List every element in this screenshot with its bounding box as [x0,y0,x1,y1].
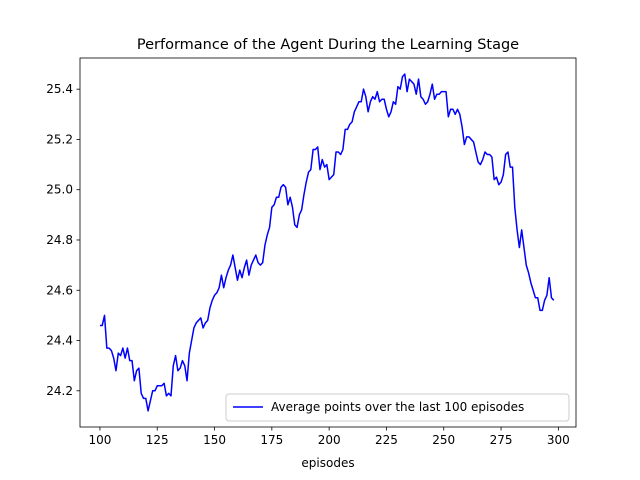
legend-box [225,393,570,422]
x-tick-label: 250 [432,433,455,447]
y-tick-label: 24.4 [46,334,73,348]
legend-label: Average points over the last 100 episode… [271,400,524,414]
x-tick-label: 125 [146,433,169,447]
y-tick-label: 25.2 [46,132,73,146]
series-layer [99,73,555,412]
series-line [99,73,555,412]
y-axis: 24.2 24.4 24.6 24.8 25.0 25.2 25.4 [46,82,80,398]
x-tick-label: 175 [260,433,283,447]
x-tick-label: 275 [490,433,513,447]
x-tick-label: 100 [88,433,111,447]
y-tick-label: 24.8 [46,233,73,247]
x-axis: 100 125 150 175 200 225 250 275 300 [88,427,570,447]
y-tick-label: 25.0 [46,183,73,197]
x-tick-label: 225 [375,433,398,447]
y-tick-label: 24.2 [46,384,73,398]
x-tick-label: 300 [547,433,570,447]
legend: Average points over the last 100 episode… [225,393,570,422]
chart-title: Performance of the Agent During the Lear… [137,37,519,53]
x-tick-label: 150 [203,433,226,447]
x-tick-label: 200 [318,433,341,447]
y-tick-label: 24.6 [46,283,73,297]
y-tick-label: 25.4 [46,82,73,96]
x-axis-label: episodes [301,456,354,470]
plot-frame [79,57,577,428]
plot-area: 100 125 150 175 200 225 250 275 300 24.2 24.4 24.6… [46,57,577,447]
